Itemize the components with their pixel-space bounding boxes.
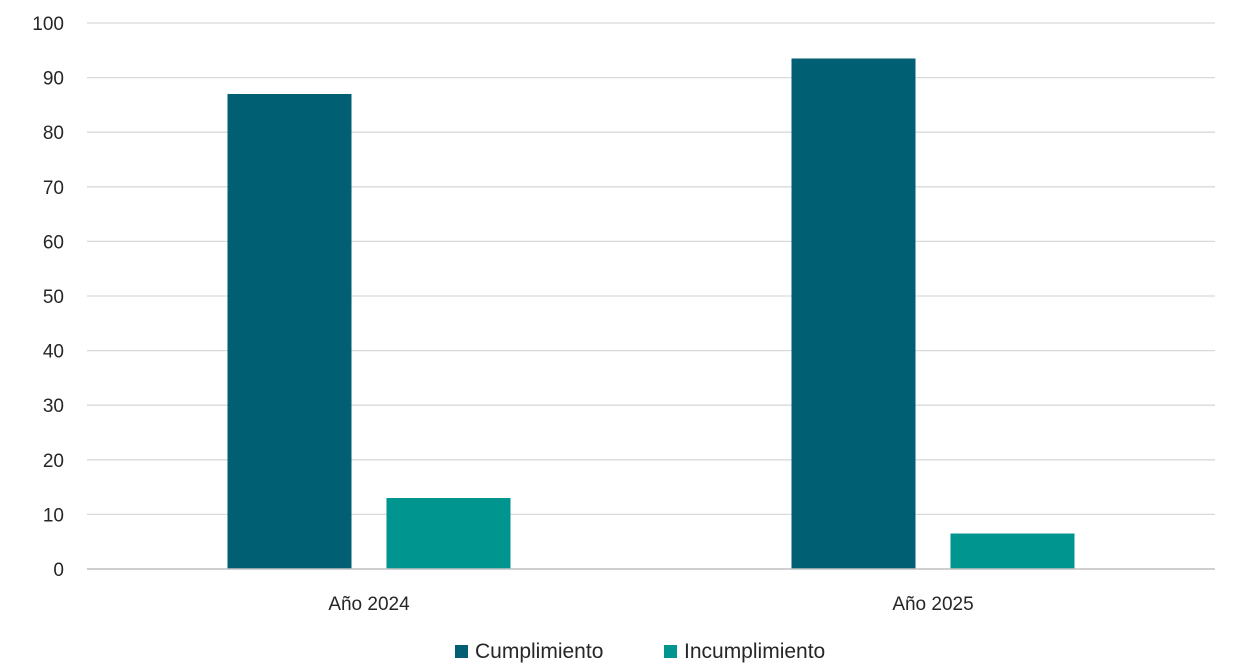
y-axis-ticks: 0 10 20 30 40 50 60 70 80 90 100	[32, 14, 64, 581]
y-tick-label: 90	[43, 69, 64, 90]
y-tick-label: 10	[43, 505, 64, 526]
y-tick-label: 20	[43, 451, 64, 472]
y-tick-label: 100	[32, 14, 64, 35]
legend-label-cumplimiento: Cumplimiento	[475, 640, 603, 663]
bar-incumplimiento-1	[950, 533, 1075, 569]
bar-cumplimiento-0	[227, 93, 352, 569]
y-tick-label: 70	[43, 178, 64, 199]
y-tick-label: 80	[43, 123, 64, 144]
legend-swatch-cumplimiento	[455, 645, 468, 658]
category-label-2024: Año 2024	[328, 594, 410, 615]
legend-swatch-incumplimiento	[664, 645, 677, 658]
x-axis-categories: Año 2024 Año 2025	[328, 594, 973, 615]
legend: Cumplimiento Incumplimiento	[455, 640, 825, 663]
bar-cumplimiento-1	[791, 58, 916, 570]
bars	[227, 58, 1075, 570]
bar-incumplimiento-0	[386, 498, 511, 569]
y-tick-label: 50	[43, 287, 64, 308]
y-tick-label: 30	[43, 396, 64, 417]
category-label-2025: Año 2025	[892, 594, 973, 615]
y-tick-label: 60	[43, 232, 64, 253]
legend-label-incumplimiento: Incumplimiento	[684, 640, 825, 663]
y-tick-label: 0	[53, 560, 64, 581]
y-tick-label: 40	[43, 342, 64, 363]
